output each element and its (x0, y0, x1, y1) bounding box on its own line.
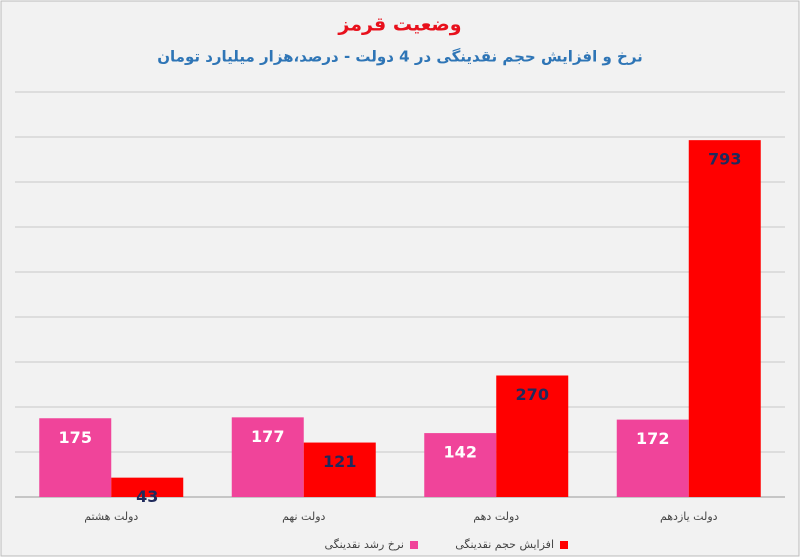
legend-label: نرخ رشد نقدینگی (324, 538, 404, 551)
x-tick-label: دولت نهم (282, 510, 325, 523)
bar (688, 140, 761, 497)
bar (496, 375, 569, 497)
x-tick-label: دولت یازدهم (660, 510, 718, 523)
chart-subtitle: نرخ و افزایش حجم نقدینگی در 4 دولت - درص… (157, 48, 643, 66)
x-tick-label: دولت هشتم (84, 510, 138, 523)
bar (616, 419, 689, 497)
data-label: 175 (59, 428, 92, 447)
data-label: 270 (516, 385, 549, 404)
data-label: 121 (323, 452, 356, 471)
data-label: 43 (136, 487, 158, 506)
legend-label: افزایش حجم نقدینگی (455, 538, 554, 551)
data-label: 177 (251, 427, 284, 446)
chart-title: وضعیت قرمز (337, 14, 461, 36)
bar (111, 477, 184, 497)
legend-swatch (410, 541, 418, 549)
x-tick-label: دولت دهم (473, 510, 519, 523)
data-label: 142 (444, 443, 477, 462)
bar (424, 433, 497, 497)
bar (303, 442, 376, 497)
legend-swatch (560, 541, 568, 549)
bar (39, 418, 112, 497)
bar (231, 417, 304, 497)
data-label: 793 (708, 150, 741, 169)
data-label: 172 (636, 429, 669, 448)
